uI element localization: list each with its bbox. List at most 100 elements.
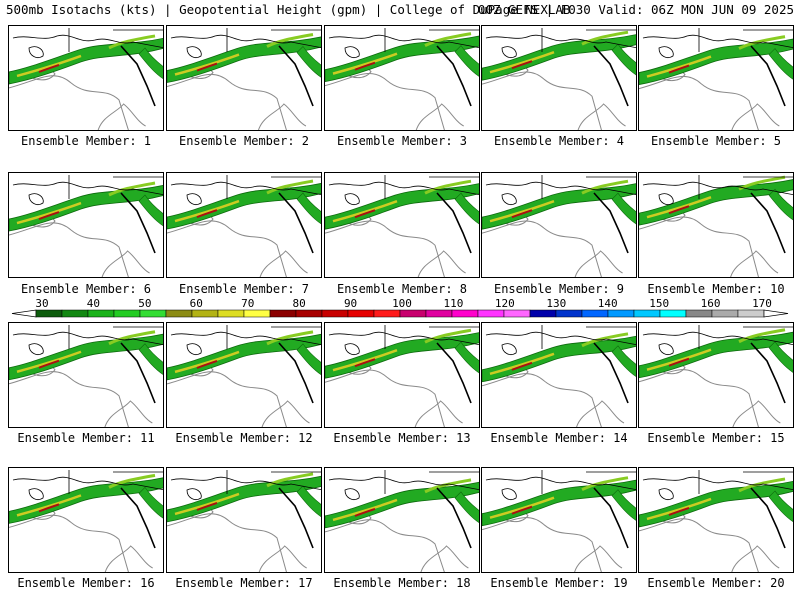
- colorbar-segment: [659, 309, 687, 318]
- chart-title: 500mb Isotachs (kts) | Geopotential Heig…: [6, 2, 571, 17]
- ensemble-member-label: Ensemble Member: 11: [17, 431, 155, 445]
- colorbar-segment: [607, 309, 635, 318]
- ensemble-member-map-11: [8, 322, 164, 428]
- colorbar-segment: [191, 309, 219, 318]
- colorbar-tick-label: 60: [189, 297, 203, 310]
- map-plot: [325, 470, 479, 572]
- colorbar-segment: [425, 309, 453, 318]
- ensemble-member-label: Ensemble Member: 9: [493, 282, 625, 296]
- ensemble-member-label: Ensemble Member: 8: [336, 282, 468, 296]
- colorbar-tick-label: 30: [35, 297, 49, 310]
- map-plot: [325, 175, 479, 277]
- map-plot: [482, 325, 636, 427]
- ensemble-member-map-8: [324, 172, 480, 278]
- colorbar-segment: [217, 309, 245, 318]
- colorbar-right-arrow: [763, 309, 789, 318]
- colorbar-segment: [685, 309, 713, 318]
- colorbar-segment: [451, 309, 479, 318]
- colorbar-segment: [113, 309, 141, 318]
- ensemble-member-map-14: [481, 322, 637, 428]
- colorbar-segment: [581, 309, 609, 318]
- map-plot: [639, 325, 793, 427]
- ensemble-member-map-1: [8, 25, 164, 131]
- ensemble-member-map-19: [481, 467, 637, 573]
- colorbar-segment: [711, 309, 739, 318]
- map-plot: [639, 28, 793, 130]
- colorbar-segment: [243, 309, 271, 318]
- colorbar-tick-label: 130: [546, 297, 567, 310]
- map-plot: [167, 28, 321, 130]
- ensemble-member-label: Ensemble Member: 4: [493, 134, 625, 148]
- colorbar-segment: [321, 309, 349, 318]
- ensemble-member-map-13: [324, 322, 480, 428]
- map-plot: [167, 175, 321, 277]
- ensemble-member-label: Ensemble Member: 20: [647, 576, 785, 590]
- ensemble-member-label: Ensemble Member: 13: [333, 431, 471, 445]
- ensemble-member-map-17: [166, 467, 322, 573]
- colorbar-tick-label: 120: [494, 297, 515, 310]
- colorbar-tick-label: 170: [752, 297, 772, 310]
- colorbar-tick-label: 150: [649, 297, 670, 310]
- colorbar-segment: [373, 309, 401, 318]
- ensemble-member-label: Ensemble Member: 16: [17, 576, 155, 590]
- ensemble-member-map-2: [166, 25, 322, 131]
- map-plot: [639, 175, 793, 277]
- ensemble-member-map-18: [324, 467, 480, 573]
- colorbar-segment: [503, 309, 531, 318]
- model-run-info: 00Z GEFS | F030 Valid: 06Z MON JUN 09 20…: [477, 2, 794, 17]
- ensemble-member-label: Ensemble Member: 5: [650, 134, 782, 148]
- map-plot: [325, 325, 479, 427]
- ensemble-member-label: Ensemble Member: 10: [647, 282, 785, 296]
- ensemble-member-label: Ensemble Member: 1: [20, 134, 152, 148]
- ensemble-member-map-4: [481, 25, 637, 131]
- colorbar-segment: [347, 309, 375, 318]
- ensemble-member-label: Ensemble Member: 6: [20, 282, 152, 296]
- isotach-colorbar: [11, 309, 789, 318]
- ensemble-member-map-16: [8, 467, 164, 573]
- colorbar-segment: [477, 309, 505, 318]
- ensemble-member-label: Ensemble Member: 2: [178, 134, 310, 148]
- ensemble-member-map-6: [8, 172, 164, 278]
- colorbar-segment: [35, 309, 63, 318]
- ensemble-member-map-3: [324, 25, 480, 131]
- map-plot: [9, 28, 163, 130]
- ensemble-member-map-15: [638, 322, 794, 428]
- map-plot: [482, 175, 636, 277]
- map-plot: [167, 470, 321, 572]
- colorbar-segment: [399, 309, 427, 318]
- colorbar-segment: [633, 309, 661, 318]
- ensemble-member-map-20: [638, 467, 794, 573]
- ensemble-member-label: Ensemble Member: 18: [333, 576, 471, 590]
- colorbar-segment: [529, 309, 557, 318]
- colorbar-left-arrow: [11, 309, 37, 318]
- ensemble-member-label: Ensemble Member: 19: [490, 576, 628, 590]
- map-plot: [9, 470, 163, 572]
- map-plot: [9, 325, 163, 427]
- ensemble-member-map-5: [638, 25, 794, 131]
- colorbar-tick-label: 80: [292, 297, 306, 310]
- colorbar-segment: [269, 309, 297, 318]
- colorbar-segment: [87, 309, 115, 318]
- ensemble-member-label: Ensemble Member: 17: [175, 576, 313, 590]
- ensemble-member-label: Ensemble Member: 12: [175, 431, 313, 445]
- ensemble-member-label: Ensemble Member: 3: [336, 134, 468, 148]
- ensemble-member-map-12: [166, 322, 322, 428]
- ensemble-member-map-7: [166, 172, 322, 278]
- colorbar-tick-label: 160: [700, 297, 721, 310]
- map-plot: [325, 28, 479, 130]
- map-plot: [9, 175, 163, 277]
- colorbar-segment: [139, 309, 167, 318]
- colorbar-segment: [165, 309, 193, 318]
- ensemble-member-map-10: [638, 172, 794, 278]
- colorbar-tick-label: 110: [443, 297, 464, 310]
- colorbar-segment: [555, 309, 583, 318]
- colorbar-tick-label: 70: [241, 297, 255, 310]
- colorbar-tick-label: 40: [86, 297, 101, 310]
- colorbar-segment: [295, 309, 323, 318]
- colorbar-segment: [737, 309, 765, 318]
- colorbar-tick-label: 90: [343, 297, 358, 310]
- colorbar-tick-label: 50: [138, 297, 152, 310]
- map-plot: [482, 470, 636, 572]
- colorbar-tick-label: 140: [597, 297, 618, 310]
- map-plot: [482, 28, 636, 130]
